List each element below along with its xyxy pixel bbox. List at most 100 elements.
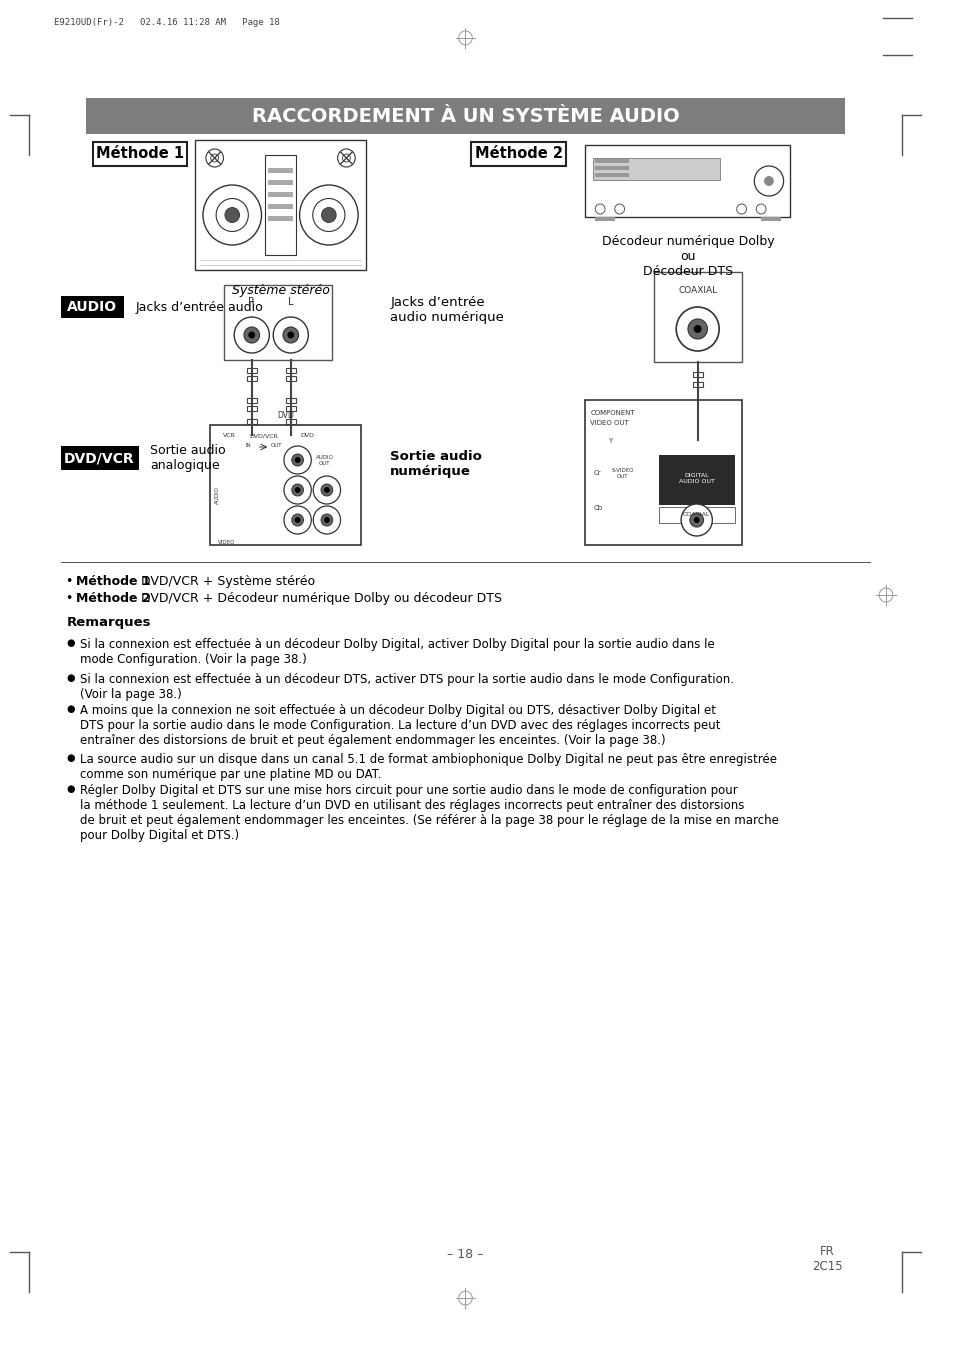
Bar (268, 216, 293, 221)
Text: AUDIO: AUDIO (67, 299, 117, 314)
Text: ●: ● (67, 638, 74, 648)
Circle shape (292, 455, 303, 465)
Circle shape (763, 175, 773, 186)
Text: Sortie audio
analogique: Sortie audio analogique (151, 444, 226, 472)
Text: Méthode 2: Méthode 2 (475, 147, 562, 162)
Text: DVD: DVD (300, 433, 314, 438)
Text: Méthode 2: Méthode 2 (76, 592, 151, 604)
Bar (692, 420, 701, 425)
Text: Remarques: Remarques (67, 616, 151, 629)
Text: DVD/VCR + Système stéréo: DVD/VCR + Système stéréo (136, 575, 314, 588)
Circle shape (689, 513, 702, 527)
Bar (585, 401, 740, 545)
Circle shape (321, 514, 333, 526)
Text: •: • (67, 592, 77, 604)
Text: L: L (288, 297, 294, 308)
Bar (268, 192, 293, 197)
Bar (593, 158, 720, 179)
Text: AUDIO
OUT: AUDIO OUT (315, 455, 334, 465)
Bar (86, 98, 844, 134)
Bar (595, 159, 629, 163)
Text: AUDIO: AUDIO (214, 486, 220, 505)
Text: DVD/VCR: DVD/VCR (249, 433, 277, 438)
Text: Jacks d’entrée audio: Jacks d’entrée audio (135, 301, 263, 313)
Text: DVD/VCR + Décodeur numérique Dolby ou décodeur DTS: DVD/VCR + Décodeur numérique Dolby ou dé… (136, 592, 501, 604)
Circle shape (680, 505, 712, 536)
Text: Sortie audio
numérique: Sortie audio numérique (390, 451, 481, 478)
Circle shape (225, 208, 239, 223)
Bar (653, 272, 740, 362)
Circle shape (287, 332, 294, 339)
Bar (692, 382, 701, 387)
Text: Cr: Cr (593, 469, 600, 476)
Text: Méthode 1: Méthode 1 (96, 147, 184, 162)
Text: ●: ● (67, 784, 74, 795)
Bar (268, 169, 293, 173)
Bar (286, 376, 295, 380)
Circle shape (233, 317, 269, 353)
Text: Y: Y (607, 438, 612, 444)
Text: COMPONENT: COMPONENT (590, 410, 635, 415)
Text: IN: IN (246, 442, 252, 448)
Bar (92, 142, 187, 166)
Circle shape (324, 517, 330, 523)
Bar (268, 179, 293, 185)
Text: DVD/VCR: DVD/VCR (64, 451, 134, 465)
Bar (247, 368, 256, 374)
Bar (692, 422, 701, 428)
Bar (268, 204, 293, 209)
Bar (760, 217, 780, 221)
Bar (286, 406, 295, 411)
Bar (286, 420, 295, 424)
Text: ●: ● (67, 673, 74, 683)
Bar (286, 428, 295, 432)
Circle shape (283, 326, 298, 343)
Text: Décodeur numérique Dolby
ou
Décodeur DTS: Décodeur numérique Dolby ou Décodeur DTS (601, 235, 774, 278)
Circle shape (284, 506, 311, 534)
Bar (585, 144, 790, 217)
Bar (247, 428, 256, 432)
Text: E9210UD(Fr)-2   02.4.16 11:28 AM   Page 18: E9210UD(Fr)-2 02.4.16 11:28 AM Page 18 (53, 18, 279, 27)
Bar (265, 155, 295, 255)
Text: •: • (67, 575, 77, 588)
Text: Si la connexion est effectuée à un décodeur DTS, activer DTS pour la sortie audi: Si la connexion est effectuée à un décod… (80, 673, 733, 701)
Text: VCR: VCR (223, 433, 235, 438)
Circle shape (313, 476, 340, 505)
Bar (692, 430, 701, 434)
Text: FR
2C15: FR 2C15 (811, 1245, 841, 1273)
Bar (247, 376, 256, 380)
Text: Si la connexion est effectuée à un décodeur Dolby Digital, activer Dolby Digital: Si la connexion est effectuée à un décod… (80, 638, 714, 666)
Text: Cb: Cb (593, 505, 601, 511)
Circle shape (321, 484, 333, 496)
Bar (286, 368, 295, 374)
Text: Système stéréo: Système stéréo (232, 285, 329, 297)
Text: DIGITAL
AUDIO OUT: DIGITAL AUDIO OUT (679, 473, 714, 484)
Text: ●: ● (67, 704, 74, 714)
Text: VIDEO OUT: VIDEO OUT (590, 420, 628, 426)
Bar (224, 285, 332, 360)
Circle shape (676, 308, 719, 351)
Text: – 18 –: – 18 – (447, 1248, 483, 1261)
Bar (595, 217, 614, 221)
Circle shape (284, 447, 311, 473)
Circle shape (292, 514, 303, 526)
Bar (692, 411, 701, 417)
Bar (658, 507, 734, 523)
Bar (247, 406, 256, 411)
Text: S-VIDEO
OUT: S-VIDEO OUT (611, 468, 633, 479)
Bar (692, 372, 701, 376)
Text: VIDEO: VIDEO (217, 540, 234, 545)
Circle shape (294, 487, 300, 492)
Circle shape (244, 326, 259, 343)
Circle shape (693, 325, 700, 333)
Text: A moins que la connexion ne soit effectuée à un décodeur Dolby Digital ou DTS, d: A moins que la connexion ne soit effectu… (80, 704, 720, 747)
Bar (247, 398, 256, 403)
Text: RACCORDEMENT À UN SYSTÈME AUDIO: RACCORDEMENT À UN SYSTÈME AUDIO (252, 107, 679, 125)
Circle shape (273, 317, 308, 353)
Circle shape (248, 332, 254, 339)
Text: OUT: OUT (270, 442, 281, 448)
Bar (247, 420, 256, 424)
Text: Jacks d’entrée
audio numérique: Jacks d’entrée audio numérique (390, 295, 504, 324)
Bar (595, 173, 629, 177)
Circle shape (294, 517, 300, 523)
